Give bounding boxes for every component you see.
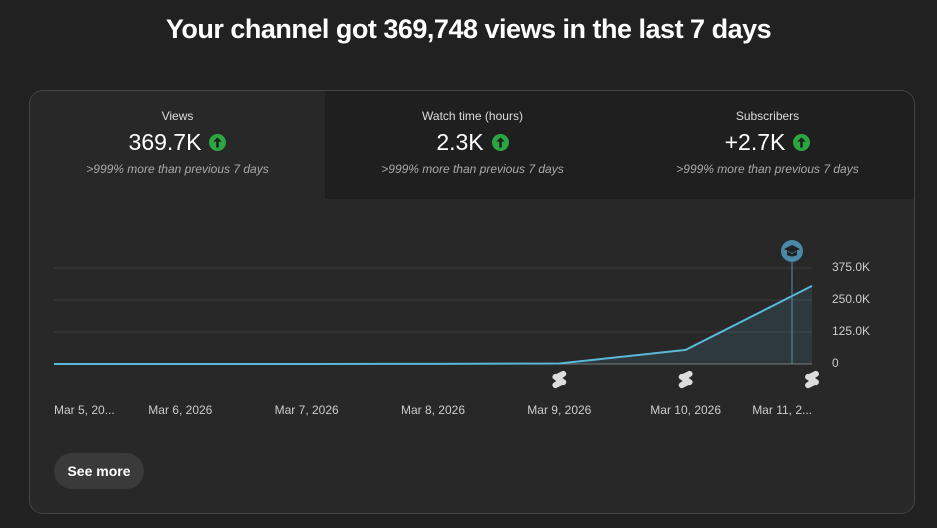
tab-label: Subscribers <box>735 109 800 123</box>
tab-value-row: 369.7K <box>30 129 325 156</box>
tab-label: Views <box>161 109 194 123</box>
marker-cap <box>784 245 800 257</box>
tab-value-row: +2.7K <box>620 129 914 156</box>
tab-note: >999% more than previous 7 days <box>676 162 859 176</box>
x-tick-label: Mar 10, 2026 <box>650 403 721 417</box>
x-tick-label: Mar 8, 2026 <box>401 403 465 417</box>
tab-value: 2.3K <box>436 129 484 155</box>
title: Your channel got 369,748 views in the la… <box>165 14 772 44</box>
x-tick-label: Mar 5, 20... <box>54 403 115 417</box>
tab-label: Watch time (hours) <box>422 109 523 123</box>
x-tick-label: Mar 9, 2026 <box>527 403 591 417</box>
tab-value: +2.7K <box>724 129 786 155</box>
tab-note: >999% more than previous 7 days <box>86 162 269 176</box>
x-tick-label: Mar 7, 2026 <box>275 403 339 417</box>
y-tick-label: 125.0K <box>832 324 870 338</box>
up-icon <box>209 134 227 151</box>
area <box>54 285 812 364</box>
y-tick-label: 250.0K <box>832 292 870 306</box>
metric-tab[interactable]: Watch time (hours) 2.3K >999% more than … <box>325 91 620 199</box>
y-tick-label: 375.0K <box>832 260 870 274</box>
see-more-button[interactable]: See more <box>54 453 144 489</box>
shorts-icon <box>552 370 567 389</box>
shorts-icon <box>678 370 693 389</box>
up-icon <box>491 134 509 151</box>
line <box>54 285 813 365</box>
metric-tab[interactable]: Views 369.7K >999% more than previous 7 … <box>30 91 325 199</box>
tab-note: >999% more than previous 7 days <box>381 162 564 176</box>
x-tick-label: Mar 11, 2... <box>752 403 812 417</box>
shorts-icon <box>805 370 819 389</box>
x-tick-label: Mar 6, 2026 <box>148 403 212 417</box>
card: Views 369.7K >999% more than previous 7 … <box>29 90 915 514</box>
tab-value: 369.7K <box>128 129 202 155</box>
tab-value-row: 2.3K <box>325 129 620 156</box>
y-tick-label: 0 <box>832 356 839 370</box>
up-icon <box>793 134 811 151</box>
metric-tab[interactable]: Subscribers +2.7K >999% more than previo… <box>620 91 914 199</box>
